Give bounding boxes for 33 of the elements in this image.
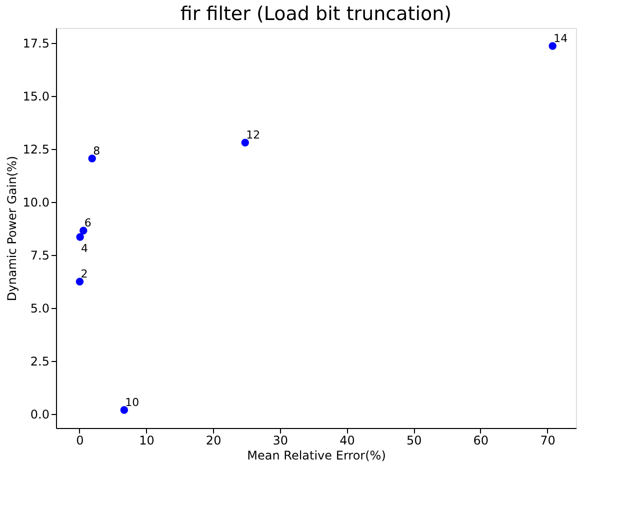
point	[80, 226, 88, 235]
annotation: 2	[80, 268, 88, 281]
x-tick-label: 20	[206, 434, 222, 448]
y-tick-label: 12.5	[22, 142, 50, 156]
y-tick-label: 0.0	[30, 408, 50, 422]
x-tick-label: 50	[406, 434, 422, 448]
point	[241, 138, 250, 146]
y-tick-label: 2.5	[30, 354, 50, 369]
y-axis-title: Dynamic Power Gain(%)	[4, 156, 19, 302]
annotation: 6	[84, 216, 92, 230]
y-tick-label: 5.0	[30, 302, 50, 316]
chart-title: fir filter (Load bit truncation)	[180, 3, 452, 25]
point	[548, 42, 556, 50]
annotation: 4	[81, 242, 88, 256]
point	[76, 278, 84, 286]
point	[88, 154, 96, 162]
x-axis-title: Mean Relative Error(%)	[247, 448, 386, 462]
x-tick-label: 60	[473, 434, 489, 448]
annotation: 8	[93, 144, 100, 158]
point	[76, 233, 84, 241]
y-tick-label: 17.5	[22, 36, 50, 50]
point	[120, 406, 128, 414]
x-tick-label: 30	[272, 434, 288, 448]
x-tick-label: 40	[340, 434, 355, 448]
y-tick-label: 15.0	[22, 89, 50, 104]
annotation: 12	[246, 128, 260, 142]
annotation: 10	[125, 396, 140, 409]
y-tick-label: 10.0	[22, 196, 50, 210]
x-tick-label: 70	[540, 434, 556, 448]
y-tick-label: 7.5	[30, 248, 50, 263]
x-tick-label: 0	[76, 434, 84, 448]
x-tick-label: 10	[139, 434, 154, 448]
annotation: 14	[554, 32, 568, 46]
